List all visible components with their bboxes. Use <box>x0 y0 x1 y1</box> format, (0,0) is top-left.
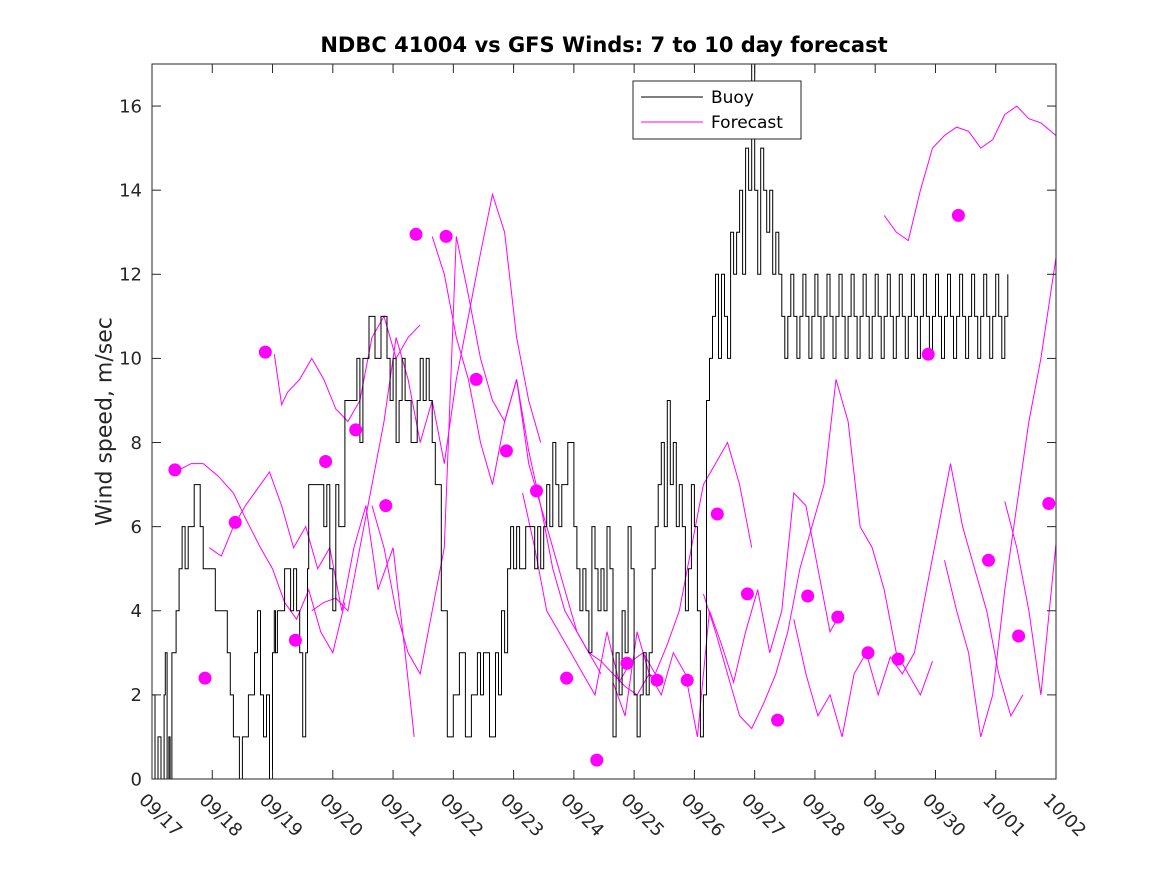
buoy-line-layer <box>152 63 1009 780</box>
legend-box <box>632 80 802 140</box>
y-tick-label: 12 <box>119 265 142 286</box>
forecast-point <box>951 208 965 222</box>
forecast-line-9 <box>702 379 933 730</box>
y-tick-label: 2 <box>131 685 142 706</box>
y-tick-label: 4 <box>131 601 142 622</box>
forecast-line-11 <box>883 105 1057 242</box>
forecast-point <box>530 484 543 498</box>
forecast-points <box>168 208 1056 767</box>
forecast-line-7 <box>522 441 753 697</box>
forecast-point <box>891 652 905 666</box>
forecast-point <box>288 633 302 647</box>
y-tick-label: 6 <box>131 517 142 538</box>
forecast-line-4 <box>311 192 542 612</box>
forecast-point <box>168 463 182 477</box>
axes-box <box>151 63 1057 780</box>
forecast-point <box>560 671 574 685</box>
forecast-point <box>258 345 272 359</box>
forecast-point <box>349 423 363 437</box>
forecast-point <box>801 589 815 603</box>
y-tick-label: 0 <box>131 769 142 790</box>
forecast-point <box>771 713 785 727</box>
forecast-point <box>319 455 333 468</box>
forecast-point <box>861 646 875 660</box>
y-tick-label: 8 <box>131 433 142 454</box>
forecast-point <box>680 673 694 687</box>
forecast-line-10 <box>793 463 1024 738</box>
forecast-point <box>982 553 995 567</box>
forecast-point <box>1012 629 1026 643</box>
legend: Buoy Forecast <box>632 80 802 140</box>
buoy-line <box>152 63 1009 780</box>
forecast-line-13 <box>1004 501 1057 695</box>
forecast-line-5 <box>371 236 602 676</box>
forecast-point <box>710 507 724 521</box>
forecast-point <box>228 515 242 529</box>
legend-label-buoy: Buoy <box>711 88 754 108</box>
chart-title: NDBC 41004 vs GFS Winds: 7 to 10 day for… <box>320 33 887 57</box>
forecast-line-1 <box>174 463 346 655</box>
forecast-point <box>831 610 845 624</box>
forecast-point <box>650 673 664 687</box>
forecast-point <box>499 444 513 458</box>
forecast-point <box>740 587 754 601</box>
forecast-line-2 <box>209 470 415 737</box>
y-tick-label: 16 <box>119 96 142 117</box>
forecast-point <box>590 753 604 767</box>
plot-area <box>152 64 1056 779</box>
forecast-point <box>379 499 393 513</box>
forecast-point <box>620 656 634 670</box>
forecast-point <box>439 229 453 243</box>
forecast-point <box>1042 497 1056 510</box>
y-axis-label: Wind speed, m/sec <box>93 317 118 526</box>
forecast-point <box>409 227 423 241</box>
forecast-line-12 <box>944 257 1057 738</box>
forecast-point <box>198 671 212 685</box>
y-tick-label: 14 <box>119 180 142 201</box>
forecast-point <box>921 347 935 361</box>
legend-label-forecast: Forecast <box>711 113 783 133</box>
forecast-point <box>469 372 483 386</box>
y-tick-label: 10 <box>119 349 142 370</box>
